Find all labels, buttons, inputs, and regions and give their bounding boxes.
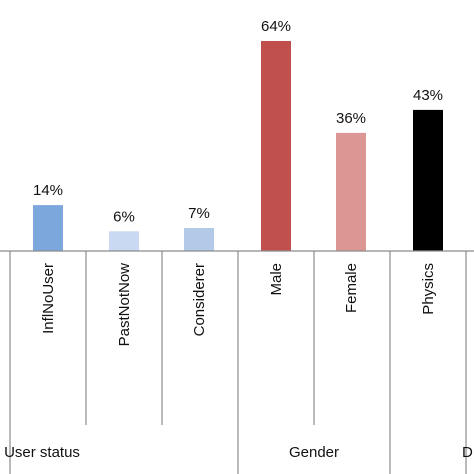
- bar-inflnouser: [33, 205, 63, 251]
- tick-label-physics: Physics: [420, 263, 437, 315]
- bars-layer: [33, 41, 443, 252]
- bar-male: [261, 41, 291, 251]
- bar-physics: [413, 109, 443, 252]
- value-label-inflnouser: 14%: [33, 182, 63, 199]
- group-label-gender: Gender: [289, 444, 339, 461]
- bar-pastnotnow: [109, 231, 139, 251]
- value-label-female: 36%: [336, 110, 366, 127]
- value-label-considerer: 7%: [188, 205, 210, 222]
- value-label-male: 64%: [261, 18, 291, 35]
- tick-label-pastnotnow: PastNotNow: [116, 263, 133, 347]
- bar-considerer: [184, 228, 214, 251]
- value-label-pastnotnow: 6%: [113, 208, 135, 225]
- group-label-user-status: User status: [4, 444, 80, 461]
- tick-label-male: Male: [268, 263, 285, 296]
- category-tick-labels: InflNoUser PastNotNow Considerer Male Female…: [40, 263, 437, 347]
- group-label-d: D: [462, 444, 473, 461]
- tick-label-considerer: Considerer: [191, 263, 208, 336]
- value-label-physics: 43%: [413, 87, 443, 104]
- bar-female: [336, 132, 366, 251]
- value-labels-layer: 14% 6% 7% 64% 36% 43%: [33, 18, 443, 225]
- tick-label-inflnouser: InflNoUser: [40, 263, 57, 334]
- tick-label-female: Female: [343, 263, 360, 313]
- group-labels: User status Gender D: [4, 444, 473, 461]
- category-dividers: [9, 251, 467, 474]
